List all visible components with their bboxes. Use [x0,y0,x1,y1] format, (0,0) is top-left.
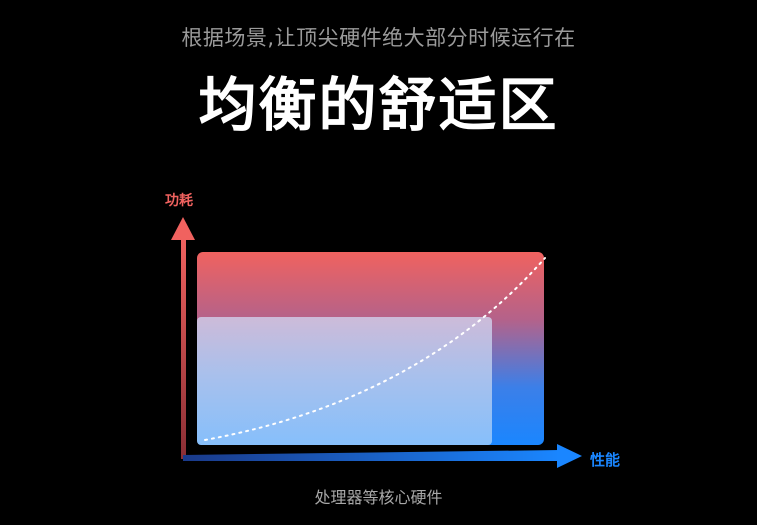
y-axis-arrow [171,217,195,240]
x-axis-label: 性能 [590,451,621,469]
x-axis-line [183,450,560,461]
y-axis-line [181,236,186,459]
subtitle: 根据场景,让顶尖硬件绝大部分时候运行在 [181,26,576,50]
comfort-zone [197,317,492,445]
x-axis-arrow [557,444,582,468]
y-axis-label: 功耗 [165,193,193,209]
power-performance-curve [204,257,546,441]
diagram-caption: 处理器等核心硬件 [314,488,443,507]
page-title: 均衡的舒适区 [198,71,559,139]
